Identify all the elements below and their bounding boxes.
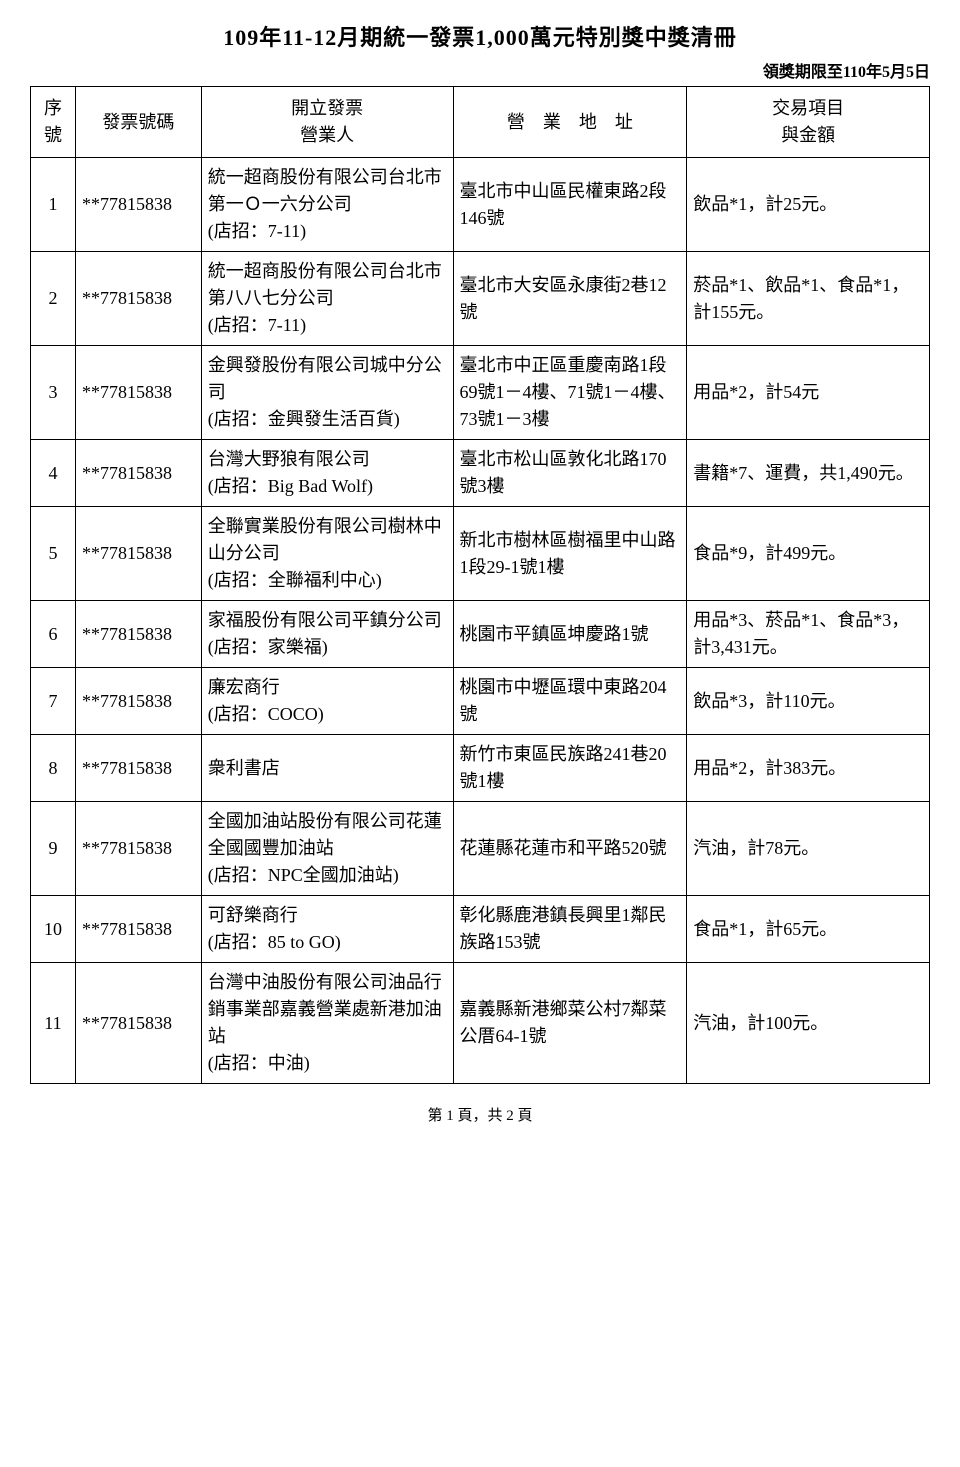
cell-seq: 10	[31, 896, 76, 963]
cell-seq: 8	[31, 735, 76, 802]
cell-number: **77815838	[75, 601, 201, 668]
cell-issuer: 全國加油站股份有限公司花蓮全國國豐加油站(店招：NPC全國加油站)	[201, 802, 453, 896]
page-title: 109年11-12月期統一發票1,000萬元特別獎中獎清冊	[30, 20, 930, 52]
cell-issuer: 家福股份有限公司平鎮分公司(店招：家樂福)	[201, 601, 453, 668]
cell-number: **77815838	[75, 735, 201, 802]
cell-item: 食品*1，計65元。	[687, 896, 930, 963]
cell-address: 桃園市平鎮區坤慶路1號	[453, 601, 687, 668]
cell-item: 用品*2，計54元	[687, 346, 930, 440]
deadline-text: 領獎期限至110年5月5日	[30, 58, 930, 82]
cell-item: 食品*9，計499元。	[687, 507, 930, 601]
cell-issuer: 台灣中油股份有限公司油品行銷事業部嘉義營業處新港加油站(店招：中油)	[201, 963, 453, 1084]
cell-item: 汽油，計100元。	[687, 963, 930, 1084]
cell-number: **77815838	[75, 346, 201, 440]
cell-address: 新竹市東區民族路241巷20號1樓	[453, 735, 687, 802]
cell-number: **77815838	[75, 802, 201, 896]
cell-issuer: 全聯實業股份有限公司樹林中山分公司(店招：全聯福利中心)	[201, 507, 453, 601]
cell-number: **77815838	[75, 896, 201, 963]
table-row: 5**77815838全聯實業股份有限公司樹林中山分公司(店招：全聯福利中心)新…	[31, 507, 930, 601]
cell-issuer: 可舒樂商行(店招：85 to GO)	[201, 896, 453, 963]
table-row: 2**77815838統一超商股份有限公司台北市第八八七分公司(店招：7-11)…	[31, 252, 930, 346]
table-row: 3**77815838金興發股份有限公司城中分公司(店招：金興發生活百貨)臺北市…	[31, 346, 930, 440]
cell-seq: 5	[31, 507, 76, 601]
col-header-seq: 序號	[31, 87, 76, 158]
table-row: 9**77815838全國加油站股份有限公司花蓮全國國豐加油站(店招：NPC全國…	[31, 802, 930, 896]
cell-seq: 1	[31, 158, 76, 252]
table-row: 4**77815838台灣大野狼有限公司(店招：Big Bad Wolf)臺北市…	[31, 440, 930, 507]
table-row: 8**77815838衆利書店新竹市東區民族路241巷20號1樓用品*2，計38…	[31, 735, 930, 802]
cell-seq: 6	[31, 601, 76, 668]
cell-number: **77815838	[75, 668, 201, 735]
cell-number: **77815838	[75, 507, 201, 601]
cell-item: 用品*3、菸品*1、食品*3，計3,431元。	[687, 601, 930, 668]
cell-number: **77815838	[75, 963, 201, 1084]
cell-issuer: 統一超商股份有限公司台北市第八八七分公司(店招：7-11)	[201, 252, 453, 346]
winners-table: 序號 發票號碼 開立發票營業人 營 業 地 址 交易項目與金額 1**77815…	[30, 86, 930, 1084]
col-header-issuer: 開立發票營業人	[201, 87, 453, 158]
cell-item: 書籍*7、運費，共1,490元。	[687, 440, 930, 507]
cell-seq: 3	[31, 346, 76, 440]
cell-seq: 4	[31, 440, 76, 507]
cell-address: 臺北市大安區永康街2巷12號	[453, 252, 687, 346]
cell-issuer: 衆利書店	[201, 735, 453, 802]
table-row: 10**77815838可舒樂商行(店招：85 to GO)彰化縣鹿港鎮長興里1…	[31, 896, 930, 963]
cell-issuer: 統一超商股份有限公司台北市第一Ｏ一六分公司(店招：7-11)	[201, 158, 453, 252]
cell-address: 彰化縣鹿港鎮長興里1鄰民族路153號	[453, 896, 687, 963]
cell-address: 新北市樹林區樹福里中山路1段29-1號1樓	[453, 507, 687, 601]
cell-address: 花蓮縣花蓮市和平路520號	[453, 802, 687, 896]
col-header-address: 營 業 地 址	[453, 87, 687, 158]
page-footer: 第 1 頁，共 2 頁	[30, 1104, 930, 1125]
table-row: 1**77815838統一超商股份有限公司台北市第一Ｏ一六分公司(店招：7-11…	[31, 158, 930, 252]
cell-address: 嘉義縣新港鄉菜公村7鄰菜公厝64-1號	[453, 963, 687, 1084]
cell-seq: 9	[31, 802, 76, 896]
cell-item: 飲品*3，計110元。	[687, 668, 930, 735]
table-row: 11**77815838台灣中油股份有限公司油品行銷事業部嘉義營業處新港加油站(…	[31, 963, 930, 1084]
cell-item: 飲品*1，計25元。	[687, 158, 930, 252]
cell-number: **77815838	[75, 252, 201, 346]
cell-item: 菸品*1、飲品*1、食品*1，計155元。	[687, 252, 930, 346]
table-header-row: 序號 發票號碼 開立發票營業人 營 業 地 址 交易項目與金額	[31, 87, 930, 158]
table-row: 6**77815838家福股份有限公司平鎮分公司(店招：家樂福)桃園市平鎮區坤慶…	[31, 601, 930, 668]
cell-seq: 11	[31, 963, 76, 1084]
cell-item: 用品*2，計383元。	[687, 735, 930, 802]
col-header-number: 發票號碼	[75, 87, 201, 158]
col-header-item: 交易項目與金額	[687, 87, 930, 158]
cell-number: **77815838	[75, 440, 201, 507]
cell-issuer: 金興發股份有限公司城中分公司(店招：金興發生活百貨)	[201, 346, 453, 440]
cell-issuer: 廉宏商行(店招：COCO)	[201, 668, 453, 735]
cell-seq: 7	[31, 668, 76, 735]
cell-address: 桃園市中壢區環中東路204號	[453, 668, 687, 735]
cell-item: 汽油，計78元。	[687, 802, 930, 896]
cell-address: 臺北市中山區民權東路2段146號	[453, 158, 687, 252]
cell-address: 臺北市中正區重慶南路1段69號1－4樓、71號1－4樓、73號1－3樓	[453, 346, 687, 440]
table-row: 7**77815838廉宏商行(店招：COCO)桃園市中壢區環中東路204號飲品…	[31, 668, 930, 735]
cell-seq: 2	[31, 252, 76, 346]
cell-address: 臺北市松山區敦化北路170號3樓	[453, 440, 687, 507]
cell-issuer: 台灣大野狼有限公司(店招：Big Bad Wolf)	[201, 440, 453, 507]
cell-number: **77815838	[75, 158, 201, 252]
